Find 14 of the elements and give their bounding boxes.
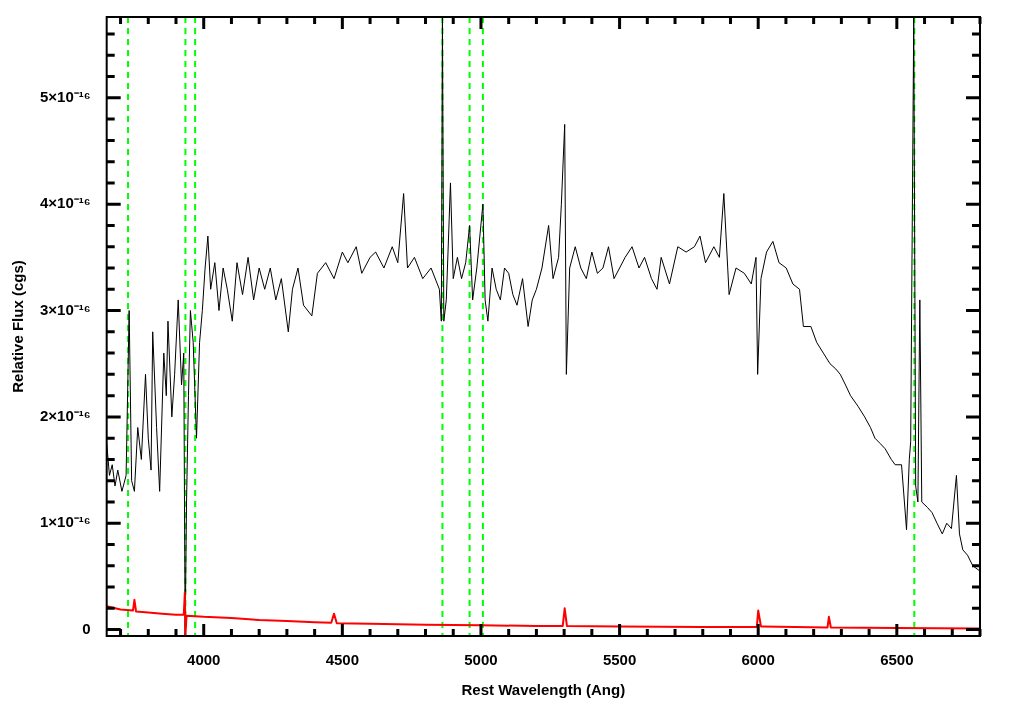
x-tick-label: 4500 bbox=[325, 651, 360, 669]
x-tick-label: 5000 bbox=[464, 651, 498, 669]
y-tick-label: 4×10⁻¹⁶ bbox=[39, 194, 91, 212]
x-axis-title: Rest Wavelength (Ang) bbox=[461, 681, 626, 699]
y-tick-label: 5×10⁻¹⁶ bbox=[39, 87, 91, 105]
x-tick-label: 5500 bbox=[602, 651, 637, 669]
y-tick-label: 3×10⁻¹⁶ bbox=[39, 300, 91, 318]
x-tick-label: 6500 bbox=[880, 651, 914, 669]
y-axis-title: Relative Flux (cgs) bbox=[9, 260, 27, 393]
y-tick-label: 0 bbox=[82, 619, 91, 637]
x-tick-label: 6000 bbox=[741, 651, 775, 669]
x-tick-label: 4000 bbox=[187, 651, 221, 669]
y-tick-label: 1×10⁻¹⁶ bbox=[39, 513, 91, 531]
y-tick-label: 2×10⁻¹⁶ bbox=[39, 407, 91, 425]
